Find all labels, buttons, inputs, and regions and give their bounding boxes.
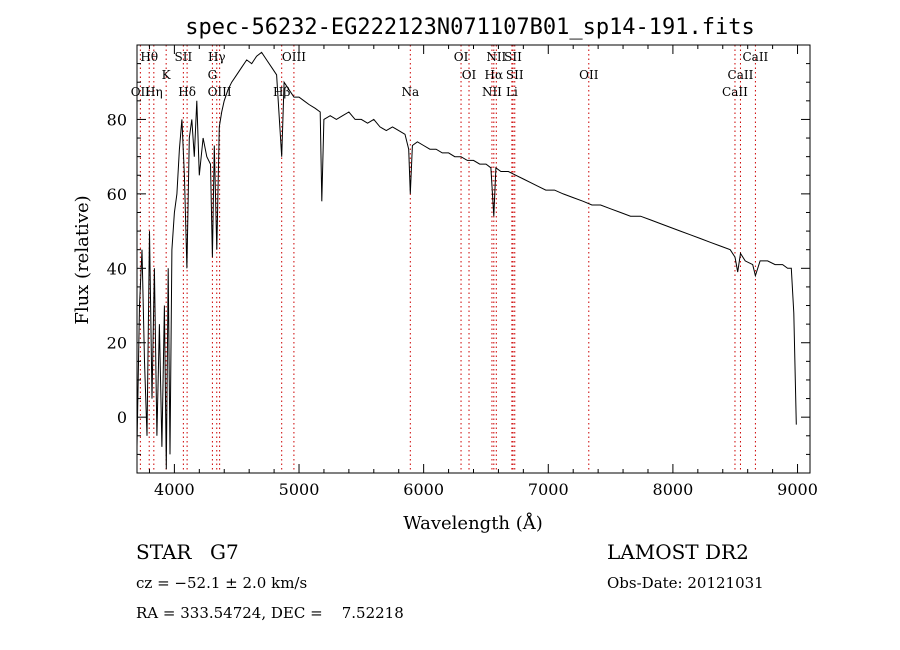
ra-dec-coordinates: RA = 333.54724, DEC = 7.52218 (136, 604, 404, 622)
spectral-line-label: NII (486, 50, 506, 64)
spectral-line-label: G (208, 68, 218, 82)
spectral-line-label: Hθ (140, 50, 158, 64)
spectral-line-markers (139, 45, 756, 473)
spectral-line-label: Hδ (178, 85, 196, 99)
spectrum-line (136, 51, 797, 470)
y-tick-label: 0 (117, 408, 127, 427)
x-tick-label: 5000 (279, 480, 320, 499)
object-subclass: G7 (210, 540, 239, 564)
plot-frame (136, 44, 811, 474)
spectral-line-label: OI (462, 68, 477, 82)
spectral-line-label: Hη (145, 85, 163, 99)
spectral-line-label: NII (482, 85, 502, 99)
y-tick-label: 40 (107, 259, 127, 278)
object-type: STAR (136, 540, 192, 564)
x-axis-label: Wavelength (Å) (403, 512, 543, 534)
x-tick-label: 6000 (403, 480, 444, 499)
x-tick-label: 9000 (777, 480, 818, 499)
spectral-line-label: OIII (282, 50, 306, 64)
spectral-line-label: Hγ (208, 50, 226, 64)
x-tick-label: 8000 (653, 480, 694, 499)
spectral-line-label: OII (131, 85, 151, 99)
y-tick-label: 80 (107, 110, 127, 129)
spectral-line-label: CaII (722, 85, 748, 99)
observation-date: Obs-Date: 20121031 (607, 574, 764, 592)
y-axis-label: Flux (relative) (72, 195, 93, 324)
x-tick-label: 7000 (528, 480, 569, 499)
spectral-line-label: CaII (742, 50, 768, 64)
chart-title: spec-56232-EG222123N071107B01_sp14-191.f… (185, 15, 755, 40)
spectrum-chart: spec-56232-EG222123N071107B01_sp14-191.f… (72, 15, 818, 534)
spectral-line-label: SII (175, 50, 193, 64)
spectral-line-label: SII (506, 68, 524, 82)
x-tick-label: 4000 (154, 480, 195, 499)
spectral-line-label: OI (454, 50, 469, 64)
survey-name: LAMOST DR2 (607, 540, 749, 564)
spectral-line-label: K (162, 68, 172, 82)
spectral-line-label: OII (579, 68, 599, 82)
y-axis-ticks: 0 20 40 60 80 (107, 63, 810, 455)
x-axis-ticks: 4000 5000 6000 7000 8000 9000 (148, 45, 818, 499)
spectral-line-label: Li (506, 85, 518, 99)
spectral-line-label: OIII (208, 85, 232, 99)
spectral-line-label: CaII (728, 68, 754, 82)
spectral-line-label: SII (504, 50, 522, 64)
y-tick-label: 20 (107, 334, 127, 353)
redshift-velocity: cz = −52.1 ± 2.0 km/s (136, 574, 308, 592)
y-tick-label: 60 (107, 185, 127, 204)
spectral-line-label: Hα (485, 68, 504, 82)
spectral-line-label: Na (401, 85, 419, 99)
